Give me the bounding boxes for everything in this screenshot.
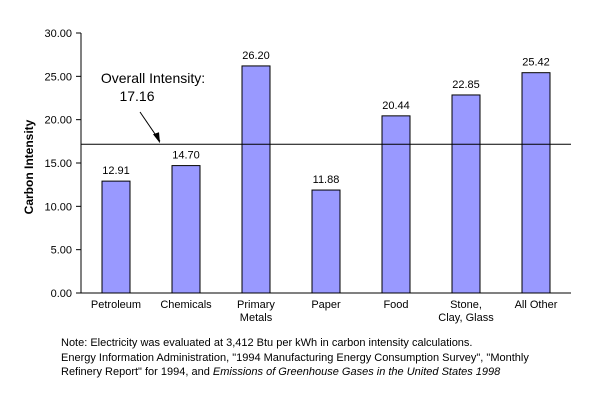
category-label-line: Clay, Glass [438, 312, 494, 324]
category-label-line: Chemicals [160, 299, 212, 311]
category-label: Primary Metals [237, 299, 275, 324]
category-label-line: Primary [237, 299, 275, 311]
note-line-2: Energy Information Administration, "1994… [61, 351, 529, 364]
reference-label: Overall Intensity: [101, 70, 205, 86]
note-line-3-text: Refinery Report" for 1994, and [61, 366, 213, 378]
y-tick-label: 0.00 [51, 288, 72, 300]
y-axis-ticks: 0.00 5.00 10.00 15.00 20.00 25.00 30.00 [44, 28, 81, 300]
y-axis-title: Carbon Intensity [22, 119, 36, 214]
annotation-arrow-head [153, 132, 160, 144]
bar [521, 72, 551, 294]
bar [311, 189, 341, 294]
bar [451, 94, 481, 294]
category-label: All Other [515, 299, 558, 311]
data-label: 20.44 [382, 100, 410, 112]
category-label: Paper [311, 299, 341, 311]
category-label-line: Stone, [450, 299, 482, 311]
category-label: Stone, Clay, Glass [438, 299, 494, 324]
data-label: 11.88 [313, 174, 340, 186]
y-tick-label: 10.00 [44, 201, 72, 213]
reference-line-group: Overall Intensity: 17.16 [81, 70, 571, 145]
category-label-line: Food [383, 299, 408, 311]
source-notes: Note: Electricity was evaluated at 3,412… [61, 336, 596, 380]
category-label-line: Metals [240, 312, 273, 324]
bar [171, 165, 201, 294]
note-line-3-title: Emissions of Greenhouse Gases in the Uni… [212, 366, 501, 378]
data-label: 14.70 [172, 150, 200, 162]
data-label: 26.20 [242, 50, 270, 62]
y-tick-label: 20.00 [44, 115, 72, 127]
bar [101, 180, 131, 294]
reference-value-label: 17.16 [119, 88, 154, 104]
category-label-line: All Other [515, 299, 558, 311]
category-label: Petroleum [91, 299, 141, 311]
category-label-line: Paper [311, 299, 341, 311]
y-tick-label: 30.00 [44, 28, 72, 40]
y-tick-label: 25.00 [44, 71, 72, 83]
bar [241, 65, 271, 294]
x-axis-categories: Petroleum Chemicals Primary Metals Paper Food… [91, 299, 558, 324]
category-label: Chemicals [160, 299, 212, 311]
data-label: 25.42 [522, 57, 550, 69]
note-line-3: Refinery Report" for 1994, and Emissions… [61, 365, 596, 380]
category-label-line: Petroleum [91, 299, 141, 311]
data-labels: 12.91 14.70 26.20 11.88 20.44 22.85 25.42 [102, 50, 550, 186]
category-label: Food [383, 299, 408, 311]
data-label: 22.85 [452, 79, 480, 91]
note-line-1: Note: Electricity was evaluated at 3,412… [61, 337, 473, 349]
bar [381, 115, 411, 294]
y-tick-label: 15.00 [44, 158, 72, 170]
axes [80, 33, 571, 294]
y-tick-label: 5.00 [51, 245, 72, 257]
data-label: 12.91 [102, 165, 130, 177]
